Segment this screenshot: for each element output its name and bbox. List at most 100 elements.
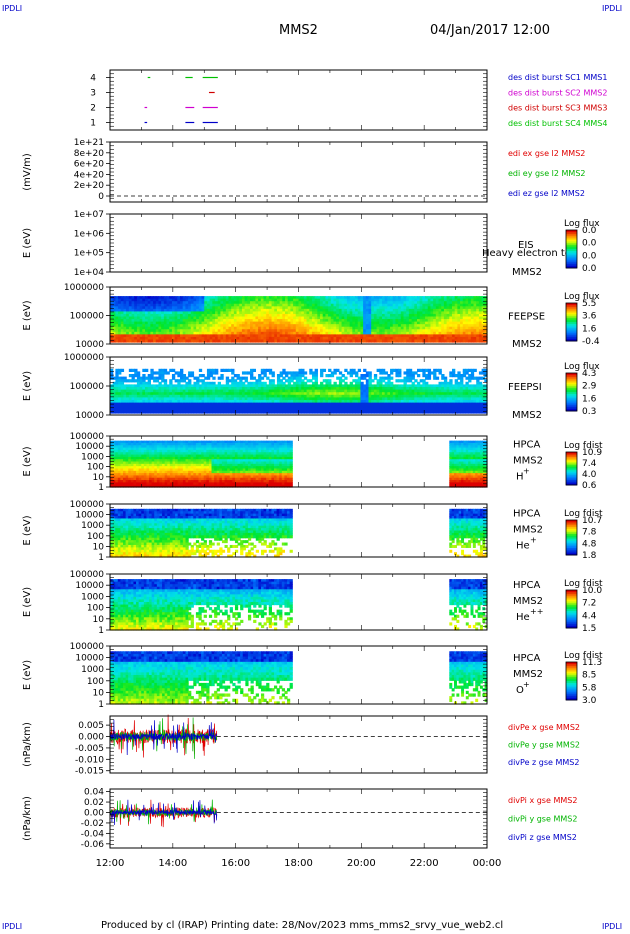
panel-3-spectrogram-cell	[115, 321, 119, 325]
panel-3-spectrogram-cell	[228, 298, 232, 302]
panel-4-spectrogram-cell	[263, 374, 267, 378]
panel-3-spectrogram-cell	[161, 326, 165, 330]
panel-3-spectrogram-cell	[153, 334, 157, 338]
panel-4-spectrogram-cell	[271, 387, 275, 391]
panel-3-spectrogram-cell	[460, 303, 464, 307]
panel-3-spectrogram-cell	[163, 308, 168, 312]
panel-4-spectrogram-cell	[365, 371, 370, 375]
panel-3-spectrogram-cell	[250, 321, 254, 325]
panel-3-spectrogram-cell	[217, 306, 222, 310]
panel-3-spectrogram-cell	[398, 311, 402, 315]
panel-4-instrument-label: FEEPSI	[508, 382, 542, 393]
panel-3-spectrogram-cell	[177, 319, 181, 323]
panel-3-spectrogram-cell	[390, 319, 394, 323]
panel-4-spectrogram-cell	[182, 407, 186, 411]
panel-3-spectrogram-cell	[250, 306, 254, 310]
panel-4-spectrogram-cell	[346, 392, 351, 396]
panel-3-spectrogram-cell	[260, 339, 265, 343]
panel-3-spectrogram-cell	[182, 331, 186, 335]
panel-3-spectrogram-cell	[139, 319, 143, 323]
panel-4-spectrogram-cell	[196, 407, 200, 411]
panel-4-spectrogram-cell	[255, 410, 259, 414]
panel-3-spectrogram-cell	[360, 313, 364, 318]
panel-3-spectrogram-cell	[147, 313, 151, 318]
panel-3-spectrogram-cell	[142, 336, 146, 341]
panel-4-spectrogram-cell	[285, 371, 289, 375]
panel-4-spectrogram-cell	[379, 394, 383, 398]
panel-3-spectrogram-cell	[134, 296, 138, 300]
panel-3-spectrogram-cell	[293, 326, 297, 330]
panel-3-spectrogram-cell	[260, 329, 265, 333]
panel-3-spectrogram-cell	[190, 339, 195, 343]
panel-3-spectrogram-cell	[357, 326, 362, 330]
panel-3-spectrogram-cell	[279, 331, 283, 335]
panel-3-spectrogram-cell	[392, 306, 397, 310]
panel-4-spectrogram-cell	[301, 374, 305, 378]
panel-3-spectrogram-cell	[425, 313, 429, 318]
panel-3-spectrogram-cell	[206, 324, 211, 328]
panel-3-spectrogram-cell	[290, 308, 294, 312]
panel-3-spectrogram-cell	[233, 301, 238, 305]
panel-3-spectrogram-cell	[126, 313, 130, 318]
panel-4-spectrogram-cell	[325, 397, 329, 401]
panel-3-spectrogram-cell	[293, 316, 297, 320]
panel-3-spectrogram-cell	[206, 311, 211, 315]
panel-3-spectrogram-cell	[193, 334, 197, 338]
panel-4-spectrogram-cell	[285, 392, 289, 396]
panel-3-spectrogram-cell	[177, 296, 181, 300]
panel-4-spectrogram-cell	[260, 376, 265, 380]
panel-3-spectrogram-cell	[239, 301, 243, 305]
panel-3-spectrogram-cell	[228, 296, 232, 300]
panel-4-spectrogram-cell	[293, 381, 297, 385]
panel-4-spectrogram-cell	[320, 410, 324, 414]
panel-4-spectrogram-cell	[225, 368, 230, 372]
panel-3-spectrogram-cell	[295, 303, 300, 307]
panel-3-spectrogram-cell	[209, 326, 213, 330]
panel-4-spectrogram-cell	[285, 405, 289, 409]
panel-3-spectrogram-cell	[255, 316, 259, 320]
panel-3-spectrogram-cell	[276, 334, 281, 338]
panel-4-spectrogram-cell	[314, 394, 318, 398]
panel-4-spectrogram-cell	[285, 402, 289, 406]
panel-3-spectrogram-cell	[215, 306, 219, 310]
panel-3-spectrogram-cell	[145, 303, 149, 307]
panel-3-spectrogram-cell	[153, 339, 157, 343]
panel-3-spectrogram-cell	[478, 308, 483, 312]
panel-3-spectrogram-cell	[457, 331, 461, 335]
panel-4-spectrogram-cell	[381, 402, 386, 406]
panel-4-spectrogram-cell	[115, 394, 119, 398]
panel-3-spectrogram-cell	[357, 298, 362, 302]
panel-3-spectrogram-cell	[182, 303, 186, 307]
panel-3-spectrogram-cell	[217, 339, 222, 343]
panel-3-spectrogram-cell	[371, 319, 375, 323]
panel-4-spectrogram-cell	[126, 405, 130, 409]
panel-3-spectrogram-cell	[260, 298, 265, 302]
panel-3-spectrogram-cell	[363, 296, 367, 300]
panel-4-spectrogram-cell	[225, 381, 230, 385]
panel-3-spectrogram-cell	[462, 298, 467, 302]
panel-3-spectrogram-cell	[338, 301, 343, 305]
panel-3-spectrogram-cell	[201, 326, 205, 330]
panel-3-spectrogram-cell	[190, 308, 195, 312]
panel-3-spectrogram-cell	[190, 336, 195, 341]
panel-3-spectrogram-cell	[128, 319, 133, 323]
panel-3-spectrogram-cell	[276, 311, 281, 315]
panel-4-spectrogram-cell	[139, 381, 143, 385]
panel-4-spectrogram-cell	[247, 410, 251, 414]
panel-3-spectrogram-cell	[196, 321, 200, 325]
panel-3-spectrogram-cell	[387, 326, 391, 330]
panel-3-spectrogram-cell	[355, 301, 359, 305]
panel-3-spectrogram-cell	[266, 339, 270, 343]
panel-3-spectrogram-cell	[206, 336, 211, 341]
panel-4-spectrogram-cell	[258, 381, 262, 385]
panel-4-spectrogram-cell	[212, 387, 216, 391]
panel-4-spectrogram-cell	[352, 379, 356, 383]
panel-4-colorbar-tick-label: 0.3	[582, 407, 596, 417]
panel-3-spectrogram-cell	[268, 303, 273, 307]
panel-4-spectrogram-cell	[279, 405, 283, 409]
panel-3-spectrogram-cell	[276, 298, 281, 302]
panel-3-spectrogram-cell	[131, 324, 135, 328]
panel-3-spectrogram-cell	[451, 298, 456, 302]
panel-4-spectrogram-cell	[166, 400, 170, 404]
panel-4-spectrogram-cell	[123, 384, 127, 388]
